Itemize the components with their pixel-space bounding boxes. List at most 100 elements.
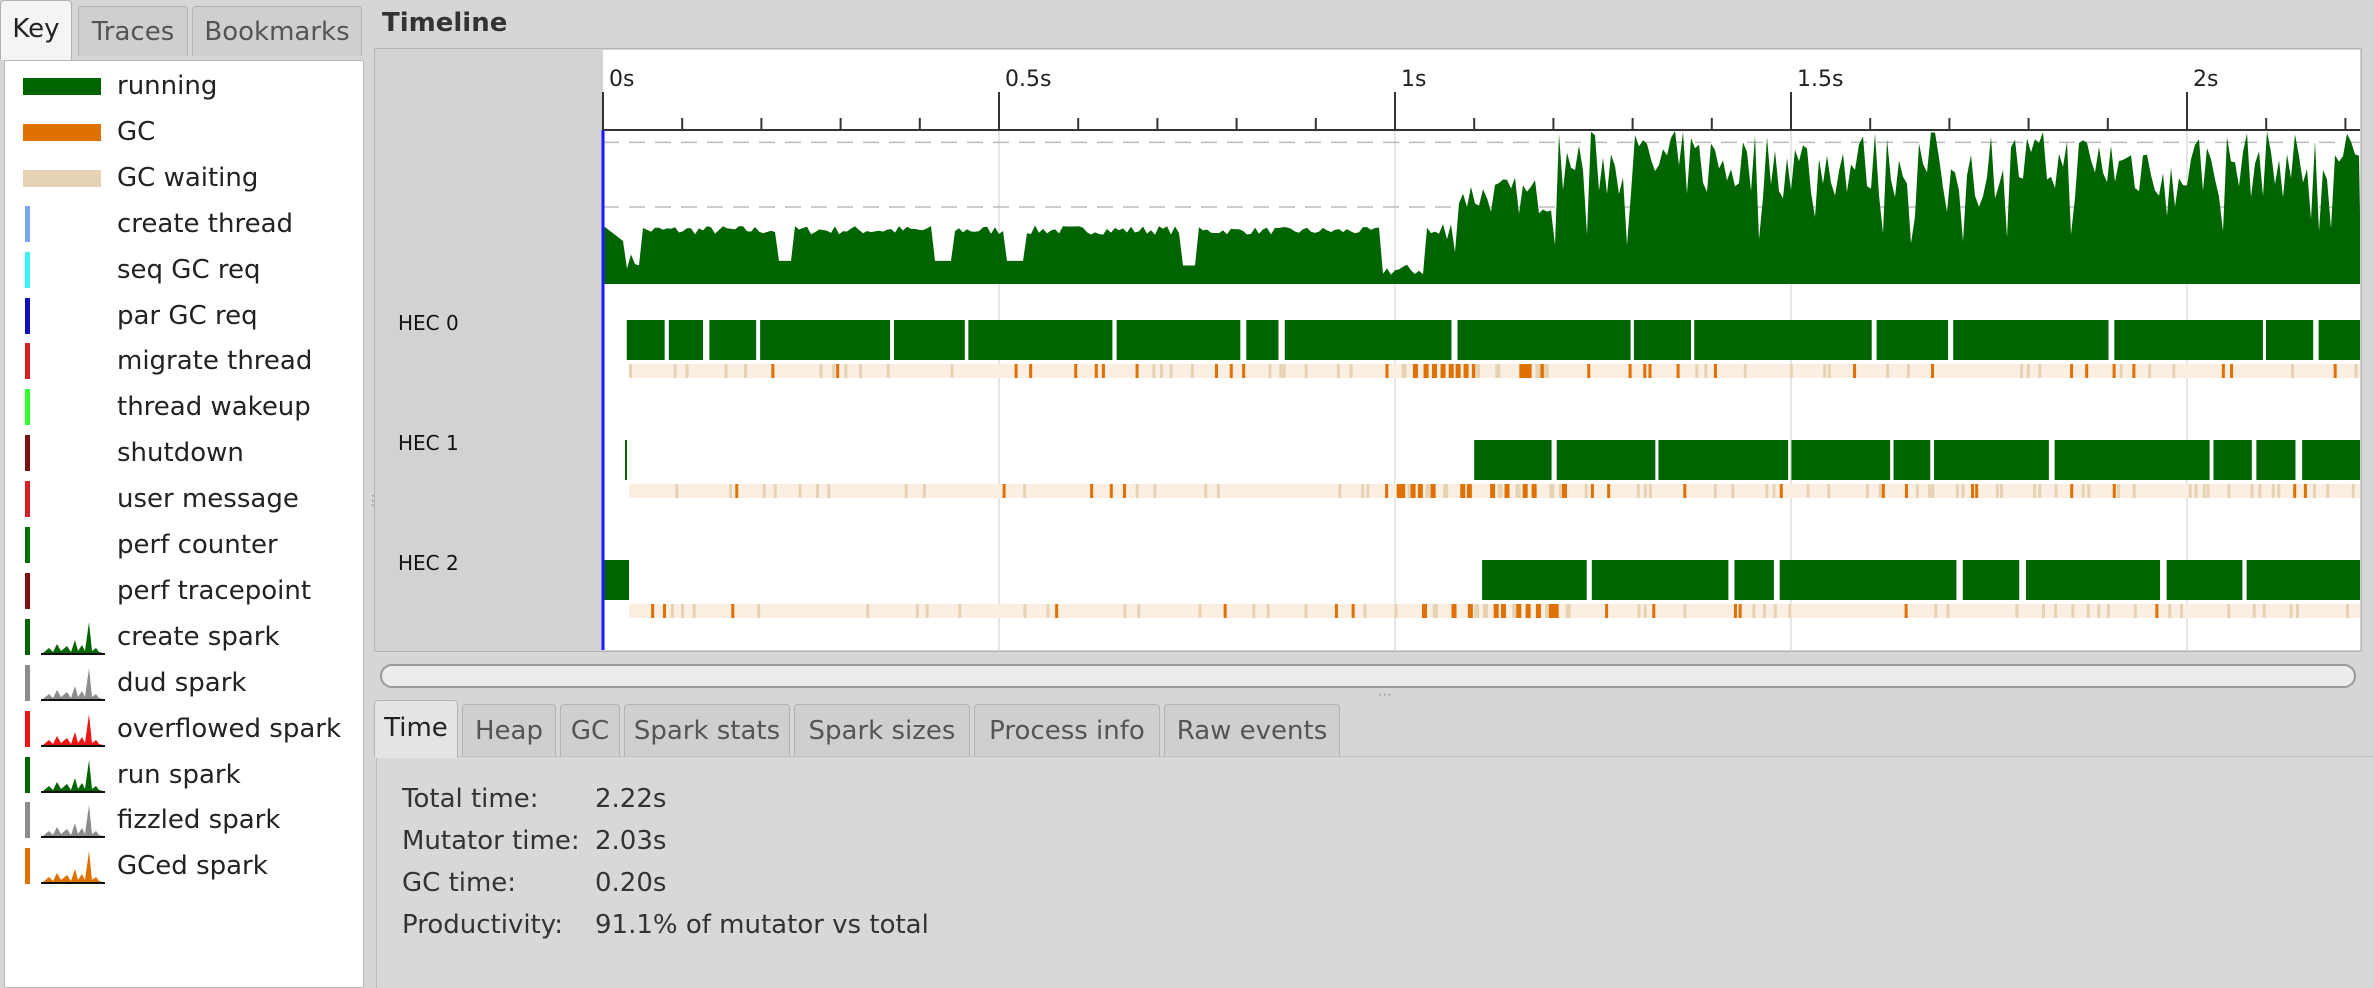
- hec-gc-mark: [1643, 364, 1647, 378]
- hec-gc-waiting-mark: [773, 484, 777, 498]
- key-label: GC waiting: [117, 162, 259, 193]
- hec-gc-mark: [1423, 364, 1429, 378]
- hec-gc-waiting-mark: [1338, 484, 1342, 498]
- tab-process-info[interactable]: Process info: [974, 704, 1160, 756]
- tab-traces[interactable]: Traces: [78, 6, 188, 56]
- hec-gc-mark: [1607, 484, 1611, 498]
- gc-swatch: [23, 123, 101, 141]
- hec-gc-waiting-mark: [1268, 364, 1272, 378]
- hec-gc-waiting-mark: [1023, 604, 1027, 618]
- hec-gc-waiting-mark: [925, 604, 929, 618]
- hec-gc-waiting-mark: [2180, 604, 2184, 618]
- hec-gc-mark: [1002, 484, 1006, 498]
- stat-label: Productivity:: [402, 910, 564, 940]
- hec-running-segment: [626, 320, 665, 360]
- hec-row-label: HEC 2: [398, 551, 459, 575]
- timeline-horizontal-scrollbar[interactable]: [380, 664, 2356, 688]
- stat-label: Total time:: [402, 784, 539, 814]
- hec-gc-mark: [1385, 364, 1389, 378]
- gced-spark-marker: [25, 848, 30, 885]
- tab-spark-stats[interactable]: Spark stats: [624, 704, 790, 756]
- hec-gc-waiting-mark: [1137, 604, 1141, 618]
- hec-gc-waiting-mark: [1565, 604, 1571, 618]
- hec-gc-waiting-mark: [2262, 604, 2266, 618]
- hec-gc-mark: [662, 604, 666, 618]
- pane-resize-handle[interactable]: ⋯: [1378, 687, 1392, 703]
- hec-running-segment: [1556, 440, 1656, 480]
- hec-gc-mark: [2303, 484, 2307, 498]
- hec-gc-waiting-mark: [2258, 484, 2262, 498]
- hec-gc-waiting-mark: [1906, 364, 1910, 378]
- hec-gc-waiting-mark: [1497, 484, 1503, 498]
- hec-running-segment: [2114, 320, 2263, 360]
- hec-gc-waiting-mark: [859, 364, 863, 378]
- hec-gc-waiting-mark: [1827, 364, 1831, 378]
- hec-gc-mark: [1385, 484, 1389, 498]
- timeline-tick-label: 2s: [2193, 67, 2218, 92]
- hec-running-segment: [1779, 560, 1957, 600]
- hec-gc-waiting-mark: [1752, 604, 1756, 618]
- hec-gc-waiting-mark: [2202, 484, 2206, 498]
- hec-running-segment: [1658, 440, 1789, 480]
- tab-bookmarks[interactable]: Bookmarks: [192, 6, 362, 56]
- hec-gc-waiting-mark: [2313, 484, 2317, 498]
- timeline-view[interactable]: 0s 0.5s 1s 1.5s 2s HEC 0 HEC 1 HEC 2: [374, 48, 2362, 652]
- hec-gc-waiting-mark: [729, 484, 733, 498]
- hec-row-label: HEC 1: [398, 431, 459, 455]
- key-item-fizzled-spark: fizzled spark: [5, 797, 363, 843]
- hec-gc-waiting-mark: [1425, 484, 1431, 498]
- spark-graph-icon: [41, 621, 105, 655]
- hec-gc-mark: [1590, 484, 1594, 498]
- hec-gc-waiting-mark: [2133, 604, 2137, 618]
- tab-heap[interactable]: Heap: [462, 704, 556, 756]
- hec-gc-waiting-mark: [1204, 484, 1208, 498]
- hec-gc-waiting-mark: [2119, 364, 2123, 378]
- hec-gc-mark: [2333, 364, 2337, 378]
- hec-gc-waiting-mark: [1482, 604, 1488, 618]
- hec-gc-waiting-mark: [2346, 604, 2350, 618]
- hec-gc-waiting-mark: [670, 604, 674, 618]
- tab-raw-events[interactable]: Raw events: [1164, 704, 1340, 756]
- hec-gc-waiting-mark: [1643, 604, 1647, 618]
- hec-gc-mark: [1652, 604, 1656, 618]
- hec-gc-waiting-mark: [1046, 604, 1050, 618]
- hec-gc-mark: [1451, 604, 1457, 618]
- hec-gc-waiting-mark: [1827, 484, 1831, 498]
- hec-gc-waiting-mark: [2026, 364, 2030, 378]
- key-item-create-spark: create spark: [5, 614, 363, 660]
- perf-counter-marker: [25, 527, 30, 563]
- hec-gc-waiting-mark: [1135, 484, 1139, 498]
- hec-gc-mark: [1904, 604, 1908, 618]
- hec-gc-waiting-mark: [2250, 484, 2254, 498]
- hec-gc-waiting-mark: [2289, 604, 2293, 618]
- hec-gc-mark: [1109, 484, 1113, 498]
- hec-running-segment: [1482, 560, 1587, 600]
- hec-gc-waiting-mark: [1190, 364, 1194, 378]
- hec-gc-waiting-mark: [1512, 604, 1518, 618]
- key-item-gc-waiting: GC waiting: [5, 155, 363, 201]
- tab-time[interactable]: Time: [374, 700, 458, 758]
- hec-gc-mark: [1351, 604, 1355, 618]
- hec-gc-mark: [1531, 484, 1537, 498]
- key-label: user message: [117, 484, 299, 515]
- tab-key[interactable]: Key: [0, 0, 72, 60]
- hec-gc-mark: [1396, 484, 1402, 498]
- hec-running-segment: [2256, 440, 2296, 480]
- hec-gc-mark: [1881, 484, 1885, 498]
- hec-gc-waiting-mark: [2194, 484, 2198, 498]
- hec-running-segment: [603, 560, 629, 600]
- tab-gc[interactable]: GC: [560, 704, 620, 756]
- hec-gc-mark: [1713, 364, 1717, 378]
- hec-gc-waiting-mark: [1762, 604, 1766, 618]
- hec-running-segment: [2265, 320, 2314, 360]
- key-label: migrate thread: [117, 346, 313, 377]
- hec-gc-waiting-mark: [1152, 364, 1156, 378]
- hec-gc-waiting-mark: [904, 484, 908, 498]
- tab-spark-sizes[interactable]: Spark sizes: [794, 704, 970, 756]
- hec-gc-waiting-mark: [1216, 484, 1220, 498]
- hec-gc-waiting-mark: [1695, 364, 1699, 378]
- timeline-canvas[interactable]: 0s 0.5s 1s 1.5s 2s HEC 0 HEC 1 HEC 2: [376, 50, 2360, 650]
- create-spark-marker: [25, 618, 30, 655]
- hec-gc-mark: [1334, 604, 1338, 618]
- stat-label: GC time:: [402, 868, 517, 898]
